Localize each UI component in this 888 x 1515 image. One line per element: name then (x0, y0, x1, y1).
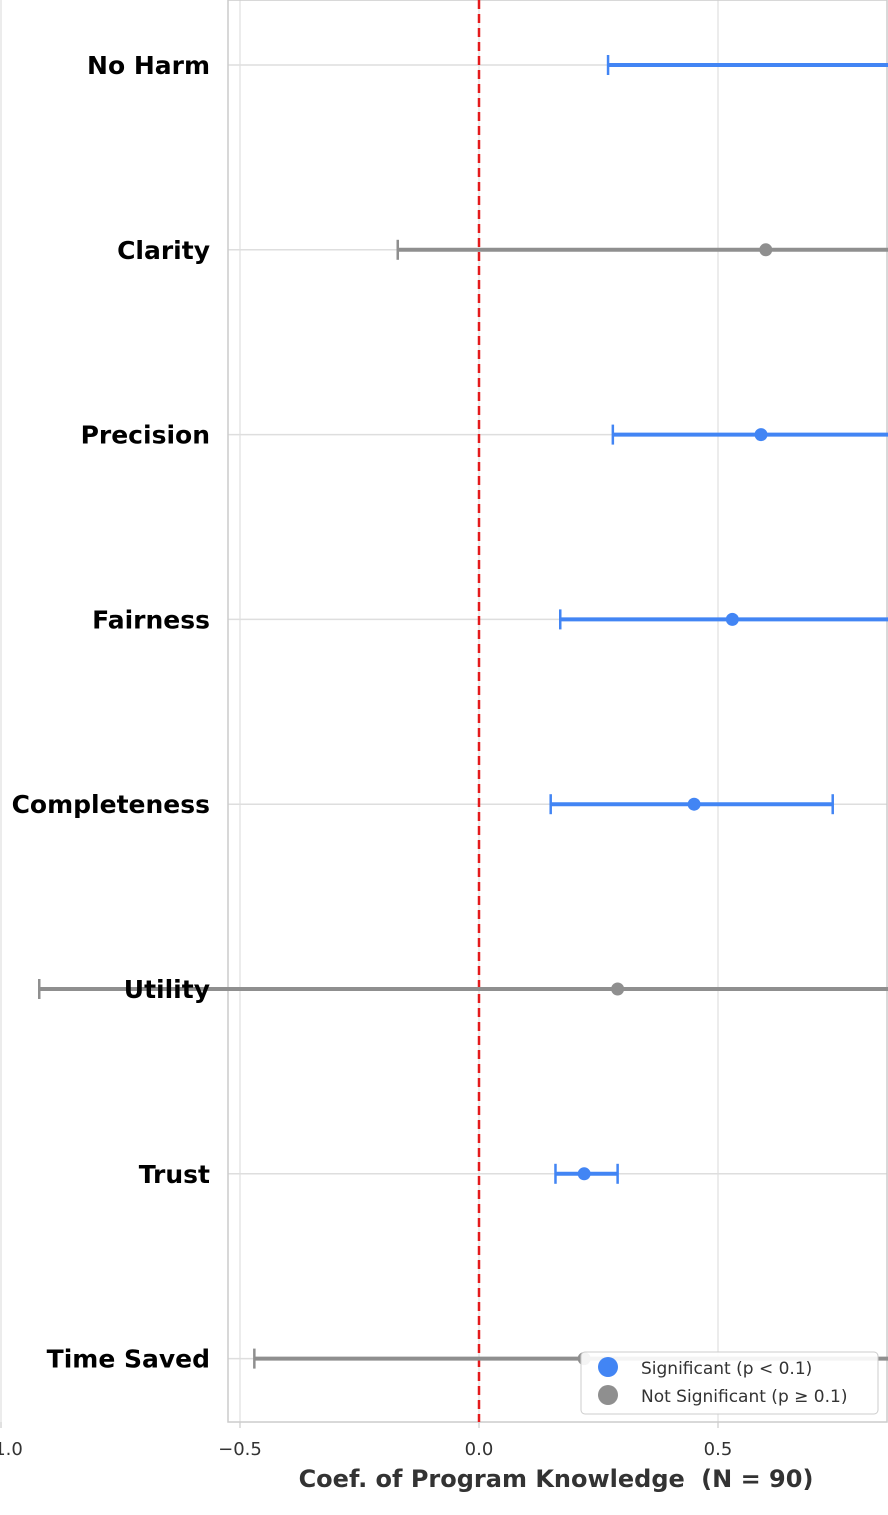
y-label-utility: Utility (124, 975, 210, 1004)
x-tick-label: 0.0 (465, 1439, 494, 1460)
y-label-clarity: Clarity (117, 236, 210, 265)
x-axis-label: Coef. of Program Knowledge (N = 90) (299, 1465, 814, 1493)
x-tick-label: −1.0 (0, 1439, 23, 1460)
estimate-point-trust (577, 1167, 591, 1181)
y-axis-labels: No Harm Clarity Precision Fairness Completen… (12, 51, 210, 1374)
legend-box (580, 1351, 879, 1415)
x-tick-label: 0.5 (704, 1439, 733, 1460)
y-label-trust: Trust (139, 1160, 210, 1189)
legend-marker-not-significant (598, 1385, 618, 1405)
legend: Significant (p < 0.1) Not Significant (p… (580, 1351, 879, 1415)
x-axis-label-main: Coef. of Program Knowledge (299, 1465, 685, 1493)
y-label-precision: Precision (81, 421, 210, 450)
estimate-point-utility (611, 982, 625, 996)
estimate-point-completeness (687, 797, 701, 811)
y-label-time-saved: Time Saved (47, 1345, 210, 1374)
legend-label-significant: Significant (p < 0.1) (641, 1359, 812, 1379)
estimate-point-precision (754, 428, 768, 442)
x-axis-ticks: −1.0−0.50.00.51.01.5 (0, 1422, 733, 1460)
legend-marker-significant (598, 1357, 618, 1377)
y-label-no-harm: No Harm (87, 51, 210, 80)
estimate-point-fairness (725, 612, 739, 626)
x-tick-label: −0.5 (218, 1439, 262, 1460)
plot-frame (227, 0, 888, 1423)
y-label-completeness: Completeness (12, 790, 210, 819)
y-label-fairness: Fairness (92, 605, 210, 634)
legend-label-not-significant: Not Significant (p ≥ 0.1) (641, 1387, 847, 1407)
grid-lines (0, 0, 887, 1422)
x-axis-label-n: (N = 90) (701, 1465, 813, 1493)
estimate-point-clarity (759, 243, 773, 257)
